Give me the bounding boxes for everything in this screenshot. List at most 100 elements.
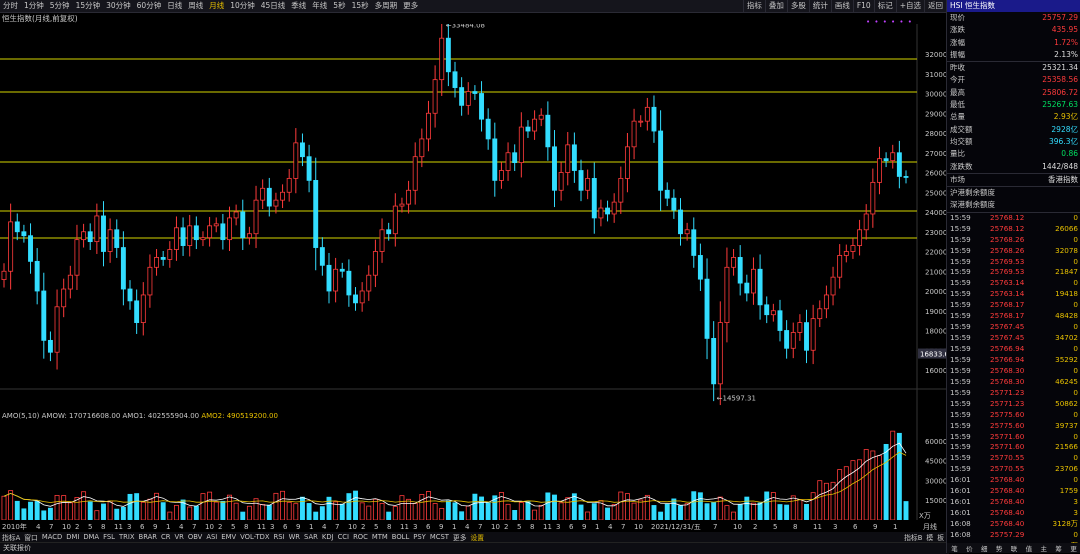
candle[interactable]: [764, 304, 770, 316]
candle[interactable]: [538, 114, 544, 120]
candle[interactable]: [67, 274, 73, 290]
indicator-tab-6[interactable]: TRIX: [118, 533, 135, 541]
candle[interactable]: [280, 191, 286, 201]
candle[interactable]: [339, 268, 345, 272]
candle[interactable]: [120, 247, 126, 290]
candle[interactable]: [704, 278, 710, 339]
candle[interactable]: [830, 276, 836, 296]
indicator-tab-10[interactable]: OBV: [187, 533, 203, 541]
candle[interactable]: [631, 120, 637, 148]
panel-tab-7[interactable]: 筹: [1055, 545, 1062, 553]
candle[interactable]: [896, 152, 902, 177]
candle[interactable]: [857, 229, 863, 246]
candle[interactable]: [180, 227, 186, 246]
candle[interactable]: [74, 239, 80, 276]
indicator-right-tab-2[interactable]: 板: [937, 534, 944, 542]
candle[interactable]: [452, 71, 458, 88]
candle[interactable]: [372, 251, 378, 276]
candle[interactable]: [870, 181, 876, 215]
candle[interactable]: [611, 201, 617, 215]
toolbar-button-5[interactable]: F10: [852, 0, 874, 12]
candle[interactable]: [28, 235, 33, 262]
candle[interactable]: [724, 266, 730, 324]
candle[interactable]: [591, 178, 597, 219]
timeframe-14[interactable]: 15秒: [351, 1, 369, 10]
candle[interactable]: [823, 294, 829, 310]
timeframe-5[interactable]: 60分钟: [136, 1, 162, 10]
timeframe-15[interactable]: 多周期: [374, 1, 398, 10]
candle[interactable]: [651, 106, 657, 132]
panel-tab-2[interactable]: 细: [980, 545, 988, 553]
candle[interactable]: [366, 274, 372, 292]
toolbar-button-2[interactable]: 多股: [786, 0, 809, 12]
candle[interactable]: [193, 225, 199, 241]
timeframe-9[interactable]: 10分钟: [230, 1, 255, 10]
candle[interactable]: [154, 257, 160, 268]
candle[interactable]: [545, 114, 551, 148]
candle[interactable]: [472, 91, 478, 94]
candle[interactable]: [532, 118, 538, 132]
indicator-tab-22[interactable]: PSY: [413, 533, 426, 541]
candle[interactable]: [518, 126, 524, 164]
candle[interactable]: [392, 205, 398, 235]
candle[interactable]: [571, 144, 577, 171]
candle[interactable]: [711, 337, 717, 385]
candle[interactable]: [346, 270, 352, 296]
candle[interactable]: [697, 255, 703, 280]
candle[interactable]: [266, 187, 272, 207]
candle[interactable]: [127, 288, 133, 302]
candle[interactable]: [406, 189, 412, 205]
candle[interactable]: [770, 310, 776, 316]
timeframe-8[interactable]: 月线: [209, 1, 225, 10]
toolbar-button-7[interactable]: +自选: [895, 0, 924, 12]
candle[interactable]: [598, 207, 604, 219]
candle[interactable]: [890, 152, 896, 162]
candle[interactable]: [21, 231, 27, 237]
indicator-tab-7[interactable]: BRAR: [138, 533, 158, 541]
candle[interactable]: [359, 290, 365, 304]
candle[interactable]: [883, 158, 889, 162]
candle[interactable]: [492, 138, 498, 181]
candle[interactable]: [691, 229, 697, 256]
timeframe-4[interactable]: 30分钟: [106, 1, 131, 10]
candle[interactable]: [47, 339, 53, 353]
candle[interactable]: [797, 322, 803, 333]
indicator-tab-8[interactable]: CR: [161, 533, 171, 541]
indicator-tab-11[interactable]: ASI: [206, 533, 218, 541]
candle[interactable]: [439, 37, 445, 81]
indicator-tab-2[interactable]: MACD: [41, 533, 63, 541]
candle[interactable]: [525, 126, 531, 132]
indicator-tab-20[interactable]: MTM: [371, 533, 388, 541]
candle[interactable]: [220, 223, 226, 241]
candle[interactable]: [498, 170, 504, 181]
candle[interactable]: [479, 93, 484, 120]
candle[interactable]: [147, 266, 153, 296]
candle[interactable]: [817, 308, 823, 320]
candle[interactable]: [863, 213, 869, 231]
candle[interactable]: [306, 156, 312, 181]
candle[interactable]: [353, 294, 358, 304]
indicator-tab-9[interactable]: VR: [174, 533, 184, 541]
candle[interactable]: [81, 231, 87, 241]
candle[interactable]: [207, 225, 213, 239]
panel-tab-1[interactable]: 价: [966, 545, 973, 553]
candle[interactable]: [558, 172, 564, 191]
candle[interactable]: [658, 130, 664, 191]
toolbar-button-3[interactable]: 统计: [808, 0, 831, 12]
indicator-right-tab-1[interactable]: 模: [926, 534, 934, 542]
candle[interactable]: [850, 245, 856, 252]
candle[interactable]: [260, 187, 266, 201]
panel-tab-0[interactable]: 笔: [951, 545, 958, 553]
candle[interactable]: [140, 294, 146, 324]
indicator-tab-4[interactable]: DMA: [83, 533, 100, 541]
candle[interactable]: [750, 268, 756, 294]
candlestick-chart[interactable]: 32000 31000 30000 29000 28000 27000 26000 25000…: [0, 24, 946, 520]
candle[interactable]: [810, 318, 816, 351]
indicator-tab-18[interactable]: CCI: [337, 533, 350, 541]
indicator-tab-21[interactable]: BOLL: [391, 533, 410, 541]
toolbar-button-8[interactable]: 返回: [924, 0, 946, 12]
timeframe-16[interactable]: 更多: [403, 1, 419, 10]
indicator-tab-24[interactable]: 更多: [452, 534, 467, 542]
candle[interactable]: [134, 300, 140, 324]
candle[interactable]: [552, 146, 557, 191]
